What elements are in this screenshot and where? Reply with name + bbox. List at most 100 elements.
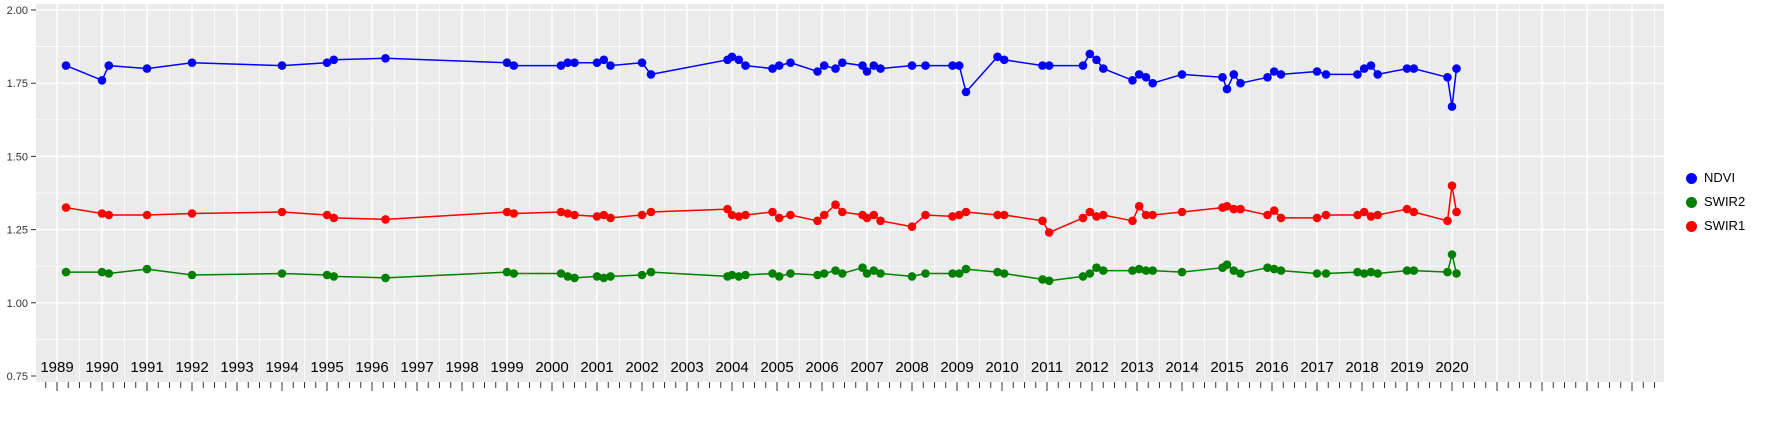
data-point xyxy=(1229,70,1239,79)
data-point xyxy=(1085,269,1095,278)
data-point xyxy=(1085,49,1095,59)
data-point xyxy=(921,61,930,70)
data-point xyxy=(999,55,1009,65)
x-tick-label: 2009 xyxy=(940,359,973,376)
data-point xyxy=(1177,70,1187,79)
data-point xyxy=(727,52,737,62)
legend-dot-swir2 xyxy=(1686,196,1697,208)
data-point xyxy=(1229,266,1239,275)
data-point xyxy=(774,61,784,70)
data-point xyxy=(322,210,332,220)
x-tick-label: 2002 xyxy=(625,359,658,376)
data-point xyxy=(1366,212,1376,221)
data-point xyxy=(838,207,847,217)
x-axis-labels: 1989 1990 1991 1992 1993 1994 1995 1996 1997 1998… xyxy=(40,359,1468,376)
data-point xyxy=(1078,213,1088,223)
x-tick-label: 1992 xyxy=(175,359,208,376)
data-point xyxy=(104,269,114,278)
y-axis-ticks xyxy=(31,9,36,377)
x-tick-label: 2015 xyxy=(1210,359,1243,376)
data-point xyxy=(1269,264,1279,274)
data-point xyxy=(907,61,917,70)
data-point xyxy=(1092,263,1101,273)
data-point xyxy=(948,61,957,70)
data-point xyxy=(1312,213,1322,223)
data-point xyxy=(187,209,197,218)
data-point xyxy=(646,267,656,277)
data-point xyxy=(1236,78,1245,88)
data-point xyxy=(1177,267,1187,277)
data-point xyxy=(999,269,1009,278)
data-point xyxy=(858,61,867,70)
x-tick-label: 2020 xyxy=(1435,359,1468,376)
data-point xyxy=(1447,102,1457,111)
data-point xyxy=(1148,210,1157,220)
data-point xyxy=(277,269,287,278)
data-point xyxy=(1443,216,1452,226)
data-point xyxy=(1092,212,1101,221)
x-tick-label: 2004 xyxy=(715,359,748,376)
data-point xyxy=(592,272,602,281)
data-point xyxy=(329,272,339,281)
data-point xyxy=(381,215,390,224)
data-point xyxy=(734,55,744,65)
data-point xyxy=(61,61,71,70)
x-tick-label: 2017 xyxy=(1300,359,1333,376)
data-point xyxy=(97,209,107,218)
data-point xyxy=(774,272,784,281)
data-point xyxy=(1353,210,1362,220)
x-tick-label: 2011 xyxy=(1031,359,1063,376)
series-swir1 xyxy=(61,181,1461,237)
data-point xyxy=(637,210,647,220)
data-point xyxy=(187,270,197,280)
data-point xyxy=(813,67,822,76)
data-point xyxy=(329,213,339,223)
x-tick-label: 2014 xyxy=(1165,359,1198,376)
data-point xyxy=(329,55,339,65)
data-point xyxy=(1038,216,1047,226)
x-tick-label: 2006 xyxy=(805,359,838,376)
data-point xyxy=(142,264,152,274)
x-tick-label: 1997 xyxy=(400,359,433,376)
data-point xyxy=(570,58,579,67)
data-point xyxy=(727,210,737,220)
series-swir2 xyxy=(61,250,1461,286)
data-point xyxy=(813,216,822,226)
data-point xyxy=(921,269,930,278)
data-point xyxy=(948,212,957,221)
data-point xyxy=(1044,276,1054,286)
x-tick-label: 2016 xyxy=(1255,359,1288,376)
data-point xyxy=(1366,267,1376,277)
data-point xyxy=(1128,266,1137,275)
data-point xyxy=(869,61,879,70)
data-point xyxy=(61,267,71,277)
x-tick-label: 1996 xyxy=(355,359,388,376)
data-point xyxy=(1044,228,1054,237)
data-point xyxy=(1141,73,1151,82)
data-point xyxy=(502,267,512,277)
data-point xyxy=(1134,70,1144,79)
data-point xyxy=(1092,55,1101,65)
data-point xyxy=(606,272,615,281)
data-point xyxy=(1078,272,1088,281)
data-point xyxy=(1353,70,1362,79)
x-tick-label: 2008 xyxy=(895,359,928,376)
data-point xyxy=(1128,216,1137,226)
data-point xyxy=(509,269,519,278)
data-point xyxy=(876,64,885,73)
data-point xyxy=(1148,266,1157,275)
data-point xyxy=(646,70,656,79)
data-point xyxy=(961,87,971,97)
data-point xyxy=(1229,204,1239,214)
data-point xyxy=(1353,267,1362,277)
legend: NDVI SWIR2 SWIR1 xyxy=(1686,170,1746,234)
data-point xyxy=(381,273,390,283)
data-point xyxy=(1044,61,1054,70)
data-point xyxy=(1321,269,1331,278)
data-point xyxy=(1236,204,1245,214)
data-point xyxy=(876,216,885,226)
data-point xyxy=(819,61,829,70)
data-point xyxy=(1402,64,1412,73)
